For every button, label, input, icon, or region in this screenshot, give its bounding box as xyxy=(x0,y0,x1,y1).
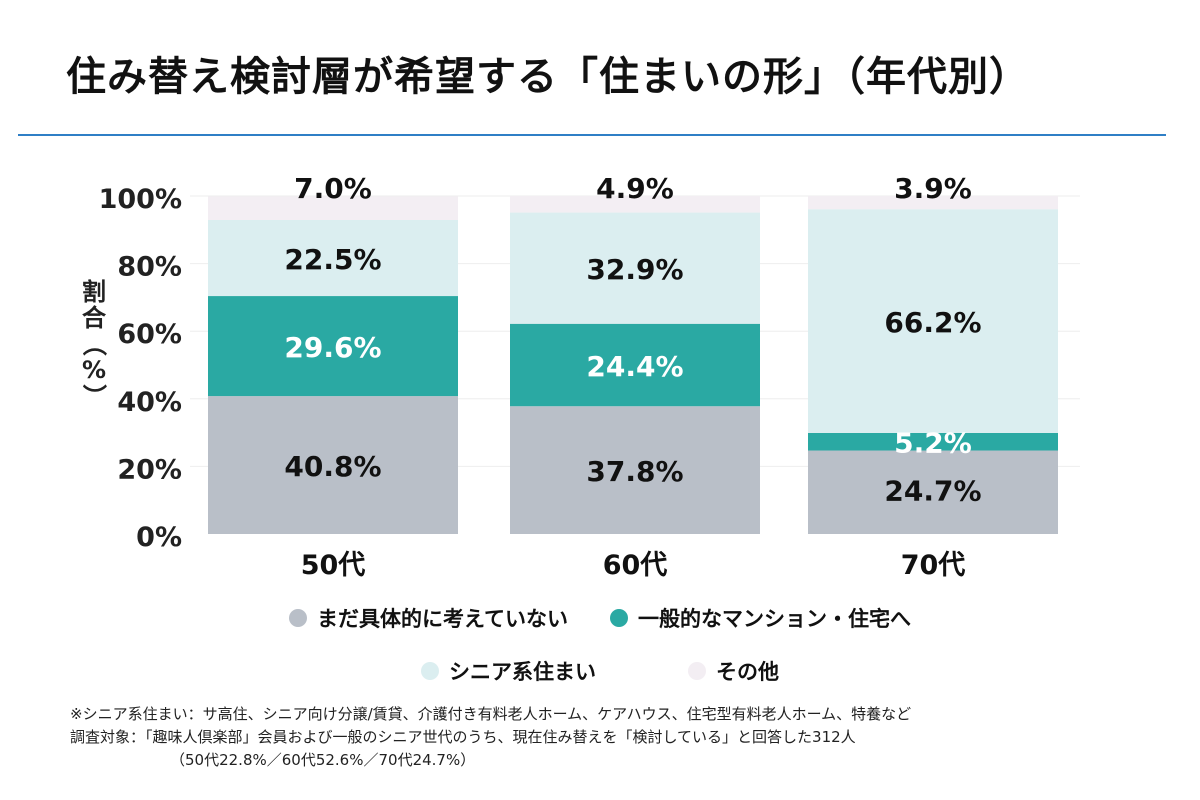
bar-segment xyxy=(808,196,1058,210)
y-tick-label: 80% xyxy=(117,252,182,283)
legend-item-general-housing: 一般的なマンション・住宅へ xyxy=(609,603,911,633)
data-label: 7.0% xyxy=(294,172,372,205)
bar-segment xyxy=(208,396,458,534)
data-label: 3.9% xyxy=(894,172,972,205)
data-label: 37.8% xyxy=(586,455,683,488)
y-tick-label: 40% xyxy=(117,387,182,418)
legend-swatch-not-yet xyxy=(289,609,308,627)
bar-segment xyxy=(808,450,1058,534)
legend-row-1: まだ具体的に考えていない 一般的なマンション・住宅へ xyxy=(0,603,1200,633)
y-tick-label: 100% xyxy=(99,184,182,215)
y-axis-title: ） xyxy=(80,384,108,408)
footnote-senior-definition: ※シニア系住まい：サ高住、シニア向け分譲/賃貸、介護付き有料老人ホーム、ケアハウ… xyxy=(70,705,912,723)
x-tick-label: 70代 xyxy=(901,550,966,581)
x-tick-label: 50代 xyxy=(301,550,366,581)
legend-label-other: その他 xyxy=(716,660,779,684)
bar-segment xyxy=(510,406,760,534)
legend-item-other: その他 xyxy=(688,656,779,686)
y-axis-title: 合 xyxy=(82,304,107,332)
stacked-bar-chart: 0% 20% 40% 60% 80% 100% 割合（%） 50代 60代 70代 40.8% 29.… xyxy=(80,172,1080,581)
data-label: 29.6% xyxy=(284,331,381,364)
legend-item-senior-housing: シニア系住まい xyxy=(421,656,596,686)
bar-segment xyxy=(510,323,760,407)
data-label: 5.2% xyxy=(894,427,972,460)
y-tick-label: 20% xyxy=(117,454,182,485)
footnote-survey-target: 調査対象：「趣味人倶楽部」会員および一般のシニア世代のうち、現在住み替えを「検討… xyxy=(70,728,856,746)
data-label: 66.2% xyxy=(884,306,981,339)
x-tick-label: 60代 xyxy=(603,550,668,581)
y-axis-title: 割 xyxy=(82,278,106,306)
legend-label-general-housing: 一般的なマンション・住宅へ xyxy=(637,607,911,631)
bar-segment xyxy=(808,432,1058,451)
bar-segment xyxy=(808,209,1058,433)
y-axis-title: % xyxy=(82,356,106,384)
y-tick-label: 60% xyxy=(117,319,182,350)
page-title: 住み替え検討層が希望する「住まいの形」（年代別） xyxy=(66,54,1030,100)
bar-segment xyxy=(510,212,760,324)
legend-label-senior-housing: シニア系住まい xyxy=(449,660,596,684)
y-tick-label: 0% xyxy=(136,522,182,553)
legend-swatch-general-housing xyxy=(609,609,628,627)
data-label: 24.7% xyxy=(884,475,981,508)
legend-label-not-yet: まだ具体的に考えていない xyxy=(317,607,568,631)
bar-segment xyxy=(208,196,458,220)
data-label: 32.9% xyxy=(586,253,683,286)
bar-segment xyxy=(208,219,458,297)
data-label: 24.4% xyxy=(586,350,683,383)
legend-row-2: シニア系住まい その他 xyxy=(0,656,1200,686)
data-label: 22.5% xyxy=(284,243,381,276)
data-label: 4.9% xyxy=(596,172,674,205)
data-label: 40.8% xyxy=(284,450,381,483)
footnote-age-breakdown: （50代22.8%／60代52.6%／70代24.7%） xyxy=(170,751,476,769)
footnotes: ※シニア系住まい：サ高住、シニア向け分譲/賃貸、介護付き有料老人ホーム、ケアハウ… xyxy=(70,703,911,772)
title-divider xyxy=(18,134,1166,136)
bar-segment xyxy=(510,196,760,213)
bar-segment xyxy=(208,296,458,397)
legend-item-not-yet: まだ具体的に考えていない xyxy=(289,603,568,633)
y-axis-title: （ xyxy=(80,332,108,356)
legend-swatch-other xyxy=(688,662,706,680)
legend-swatch-senior-housing xyxy=(421,662,439,680)
